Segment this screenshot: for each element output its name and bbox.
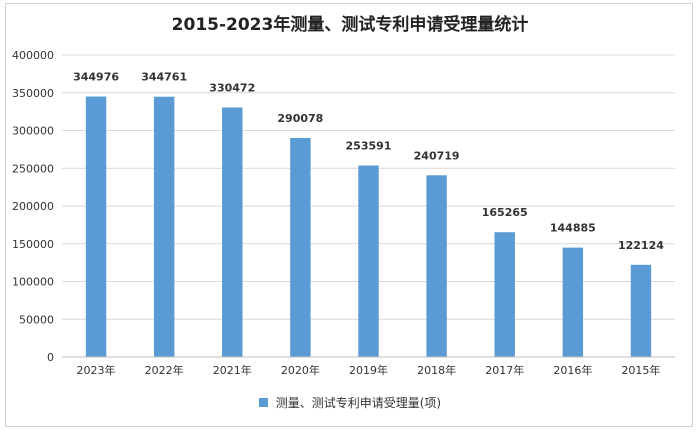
y-tick-label: 250000 [12,162,54,175]
bar [290,137,311,357]
x-tick-label: 2023年 [77,363,116,377]
data-label: 253591 [346,140,392,153]
data-label: 240719 [414,149,460,162]
y-tick-label: 300000 [12,125,54,138]
bar [358,165,379,357]
y-tick-label: 100000 [12,276,54,289]
data-label: 165265 [482,206,528,219]
legend: 测量、测试专利申请受理量(项) [0,394,700,411]
bar [562,247,584,357]
x-tick-label: 2021年 [213,363,252,377]
chart-title: 2015-2023年测量、测试专利申请受理量统计 [171,15,529,35]
data-label: 290078 [277,112,323,125]
x-tick-label: 2016年 [553,363,592,377]
x-tick-label: 2015年 [621,363,660,377]
y-tick-label: 200000 [12,200,54,213]
data-label: 144885 [550,222,596,235]
legend-label: 测量、测试专利申请受理量(项) [275,396,442,410]
y-tick-label: 350000 [12,87,54,100]
bar [153,96,175,357]
bar [630,264,652,357]
bar [426,175,447,357]
data-label: 344761 [141,71,187,84]
bar [222,107,243,357]
data-label: 330472 [209,81,255,94]
legend-swatch [258,398,268,407]
data-label: 122124 [618,239,664,252]
y-tick-label: 50000 [19,313,54,326]
data-label: 344976 [73,71,119,84]
y-tick-label: 0 [47,351,54,364]
y-tick-label: 400000 [12,49,54,62]
x-tick-label: 2018年 [417,363,456,377]
bar [494,232,515,357]
x-tick-label: 2019年 [349,363,388,377]
bar [85,96,107,357]
x-tick-label: 2017年 [485,363,524,377]
x-tick-label: 2022年 [145,363,184,377]
y-tick-label: 150000 [12,238,54,251]
x-tick-label: 2020年 [281,363,320,377]
